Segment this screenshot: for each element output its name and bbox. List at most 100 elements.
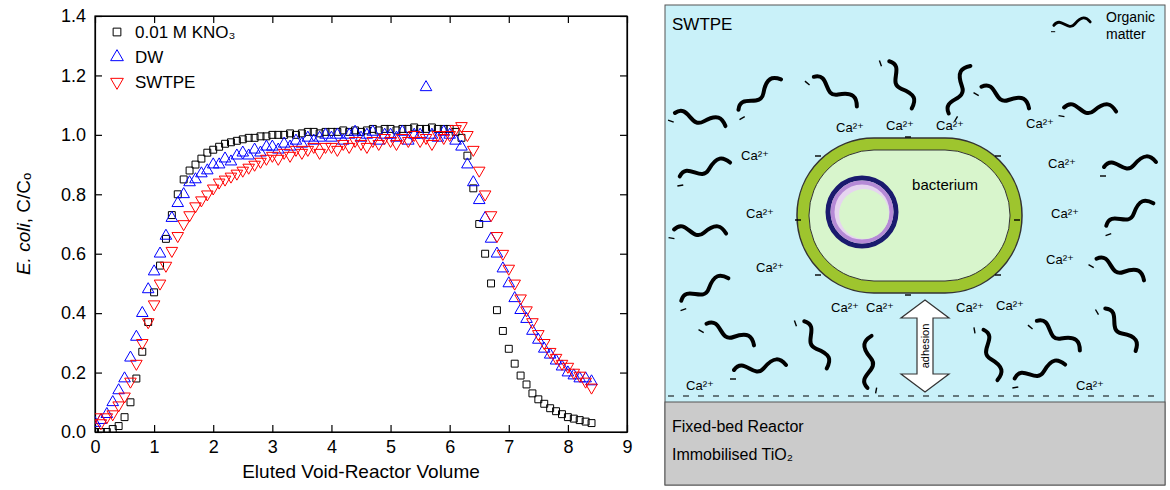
ion-label: Ca²⁺ [886,118,914,133]
data-point [450,126,462,136]
tick-label: 0.6 [61,244,86,264]
organic-chain [1104,303,1140,354]
charge [795,219,801,220]
organic-matter [1009,359,1068,388]
y-axis-right [620,17,628,433]
adhesion-arrow [901,300,949,392]
data-point [302,146,314,156]
data-point [107,396,119,406]
data-point [511,360,518,367]
organic-chain [940,63,976,114]
data-points [95,81,597,432]
organic-matter [1059,96,1118,125]
ion-label: Ca²⁺ [686,378,714,393]
charge [1095,310,1098,315]
data-point [290,134,302,144]
data-point [219,152,231,162]
data-point [142,283,154,293]
data-point [420,134,432,144]
charge [699,330,704,333]
data-point [154,280,166,290]
data-point [326,131,338,141]
organic-matter [730,75,788,120]
tick-mark [620,254,627,255]
data-point [556,360,568,370]
data-point [142,319,154,329]
data-point [562,363,574,373]
organic-chain [813,69,861,112]
data-point [107,411,119,421]
organic-chain [678,273,731,302]
tick-mark [95,194,102,195]
data-point [586,384,598,394]
data-point [468,146,480,156]
data-point [243,149,255,159]
chart: 01234567890.00.20.40.60.81.01.21.40.01 M… [13,6,633,482]
tick: 3 [268,425,278,457]
tick: 0.2 [61,363,102,383]
tick [331,16,332,23]
data-point [517,372,524,379]
tick-label: 0.2 [61,363,86,383]
tick-label: 2 [209,437,219,457]
tick-mark [331,425,332,432]
data-point [119,372,131,382]
tick-label: 5 [386,437,396,457]
organic-chain [981,78,1032,114]
legend-label: Organicmatter [1106,9,1155,42]
data-point [272,143,284,153]
series [95,81,597,427]
charge [905,294,911,295]
data-point [172,233,184,243]
tick [154,16,155,23]
charge [1106,234,1112,236]
data-point [491,233,503,243]
tick-mark [620,194,627,195]
tick: 6 [445,425,455,457]
data-point [337,140,349,150]
organic-matter [668,102,727,140]
charge [730,378,736,379]
organic-matter [1099,198,1158,236]
organic-chain [706,315,757,351]
charge [668,120,674,122]
charge [1014,219,1020,220]
organic-chain [1036,313,1084,356]
data-point [533,333,545,343]
organic-matter [974,324,1003,383]
data-point [95,414,101,424]
nucleoid-inner [833,183,892,242]
charge [1012,387,1018,388]
data-point [414,128,426,138]
tick-mark [509,425,510,432]
ion-label: Ca²⁺ [1026,116,1054,131]
tick: 0.8 [61,185,102,205]
data-point [113,384,125,394]
data-point [137,340,149,350]
tick-mark [568,16,569,23]
tspan: , C/Cₒ [13,173,34,223]
charge [681,309,687,311]
data-point [527,319,539,329]
data-point [255,158,267,168]
tick [391,16,392,23]
series [95,123,597,430]
charge [815,274,821,275]
charge [974,93,979,96]
charge [905,136,911,137]
data-point [184,212,196,222]
tick-label: 4 [327,437,337,457]
legend-entry: 0.01 M KNO₃ [113,23,235,42]
data-point [308,134,320,144]
charge [1059,116,1065,117]
charge [974,327,975,333]
charge [1089,265,1094,268]
data-point [438,125,450,135]
tick-label: 1 [150,437,160,457]
tick: 0.4 [61,303,102,323]
tick: 1.2 [61,66,102,86]
data-point [505,345,512,352]
data-point [574,372,586,382]
data-point [148,265,160,275]
tick-mark [620,313,627,314]
